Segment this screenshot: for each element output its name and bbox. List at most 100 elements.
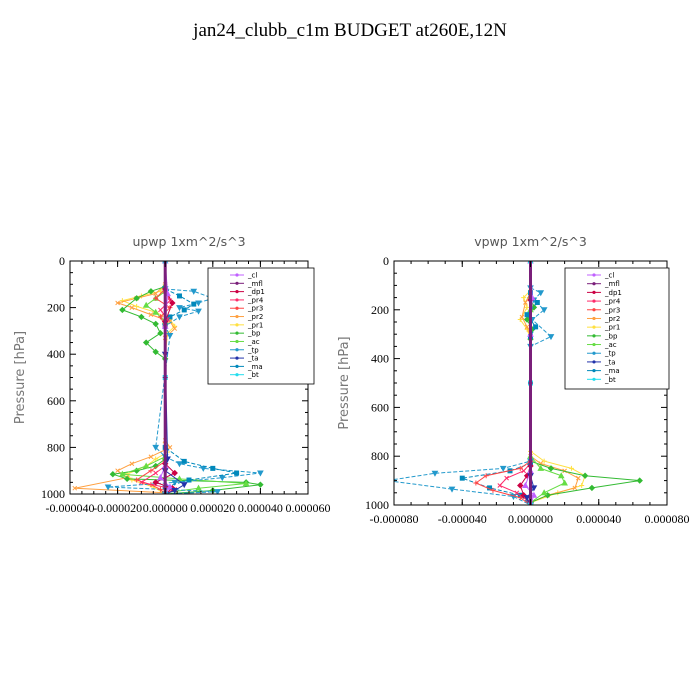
data-point-tp xyxy=(540,307,548,314)
data-point-ac xyxy=(142,462,150,469)
data-point-bp xyxy=(123,475,131,483)
data-point-ta xyxy=(523,495,531,502)
legend-marker-ac xyxy=(235,339,239,344)
legend-label-pr4: _pr4 xyxy=(247,296,264,304)
data-point-bp xyxy=(152,320,159,328)
data-point-ma xyxy=(191,301,197,307)
data-point-dp1 xyxy=(169,299,176,307)
panel-title: upwp 1xm^2/s^3 xyxy=(132,234,245,249)
data-point-ac xyxy=(142,301,150,308)
x-tick-label: -0.000040 xyxy=(438,512,487,526)
legend-marker-tp xyxy=(235,348,239,352)
data-point-tp xyxy=(537,290,545,297)
series-line-ma xyxy=(164,288,237,488)
legend-label-pr1: _pr1 xyxy=(247,321,263,329)
data-point-tp xyxy=(176,461,183,468)
data-point-pr2 xyxy=(519,314,525,320)
data-point-pr2 xyxy=(115,300,120,306)
data-point-pr4 xyxy=(158,307,163,313)
data-point-pr1 xyxy=(129,477,135,483)
data-point-tp xyxy=(448,486,456,493)
legend-marker-pr3 xyxy=(592,308,596,312)
data-point-pr2 xyxy=(575,475,581,481)
legend-label-ma: _ma xyxy=(604,367,620,375)
data-point-pr4 xyxy=(153,470,159,476)
data-point-tp xyxy=(385,479,390,484)
legend-marker-cl xyxy=(235,273,239,277)
data-point-tp xyxy=(431,470,439,477)
legend-label-pr2: _pr2 xyxy=(604,315,620,323)
data-point-pr3 xyxy=(157,314,163,320)
legend-marker-ta xyxy=(592,360,596,364)
data-point-ma xyxy=(181,458,187,464)
data-point-pr3 xyxy=(153,295,159,301)
legend-label-bt: _bt xyxy=(604,376,616,384)
data-point-pr4 xyxy=(514,490,520,496)
data-point-pr2 xyxy=(167,445,173,450)
legend-label-pr3: _pr3 xyxy=(604,306,620,314)
data-point-pr2 xyxy=(524,324,530,330)
data-point-pr1 xyxy=(521,295,527,301)
data-point-bp xyxy=(257,481,264,488)
x-tick-label: 0.000000 xyxy=(143,501,188,515)
legend-label-mfl: _mfl xyxy=(247,280,263,288)
legend-marker-bp xyxy=(235,331,239,335)
data-point-pr2 xyxy=(115,468,120,474)
data-point-dp1 xyxy=(171,469,178,477)
legend-marker-bt xyxy=(235,373,239,377)
data-point-ac xyxy=(119,470,126,477)
data-point-bp xyxy=(119,306,126,314)
panel-title: vpwp 1xm^2/s^3 xyxy=(474,234,587,249)
legend-marker-ma xyxy=(592,369,596,373)
page-title: jan24_clubb_c1m BUDGET at260E,12N xyxy=(193,20,507,41)
data-point-tp xyxy=(152,444,160,451)
legend-label-tp: _tp xyxy=(247,346,259,354)
data-point-bp xyxy=(523,316,531,323)
y-tick-label: 800 xyxy=(47,440,65,454)
data-point-tp xyxy=(195,308,202,315)
legend-marker-pr4 xyxy=(592,299,596,303)
data-point-tp xyxy=(176,305,183,312)
data-point-pr3 xyxy=(473,480,479,486)
data-point-pr1 xyxy=(153,456,159,462)
y-tick-label: 800 xyxy=(371,449,389,463)
legend-label-cl: _cl xyxy=(604,272,614,280)
data-point-ac xyxy=(242,479,250,487)
y-tick-label: 200 xyxy=(47,301,65,315)
data-point-ma xyxy=(167,314,173,320)
data-point-pr2 xyxy=(172,326,178,331)
data-point-bp xyxy=(133,295,140,302)
data-point-ma xyxy=(524,312,530,318)
legend-label-tp: _tp xyxy=(604,350,616,358)
data-point-pr2 xyxy=(129,461,135,467)
y-tick-label: 400 xyxy=(47,347,65,361)
data-point-mfl xyxy=(528,380,533,386)
x-tick-label: 0.000040 xyxy=(576,512,621,526)
legend-marker-bp xyxy=(592,334,596,338)
data-point-pr1 xyxy=(579,482,585,488)
x-tick-label: -0.000020 xyxy=(93,501,142,515)
data-point-pr2 xyxy=(129,305,135,310)
data-point-pr3 xyxy=(134,477,140,483)
legend-label-bt: _bt xyxy=(247,371,259,379)
data-point-pr2 xyxy=(72,485,78,491)
data-point-ac xyxy=(561,479,568,486)
data-point-cl xyxy=(522,481,529,488)
data-point-ac xyxy=(195,484,202,491)
data-point-pr2 xyxy=(148,454,154,460)
legend-box xyxy=(207,267,315,385)
data-point-tp xyxy=(104,484,112,491)
series-line-pr3 xyxy=(474,297,531,505)
legend-label-dp1: _dp1 xyxy=(604,289,622,297)
legend-marker-cl xyxy=(592,273,596,277)
data-point-bp xyxy=(581,472,589,479)
legend-label-dp1: _dp1 xyxy=(247,288,265,296)
data-point-ta xyxy=(180,482,188,489)
y-tick-label: 400 xyxy=(371,352,389,366)
data-point-pr1 xyxy=(134,303,140,309)
y-tick-label: 1000 xyxy=(41,487,65,501)
data-point-pr3 xyxy=(490,487,496,493)
data-point-pr2 xyxy=(523,300,528,305)
legend-marker-mfl xyxy=(592,282,596,286)
y-axis-label: Pressure [hPa] xyxy=(13,331,28,424)
